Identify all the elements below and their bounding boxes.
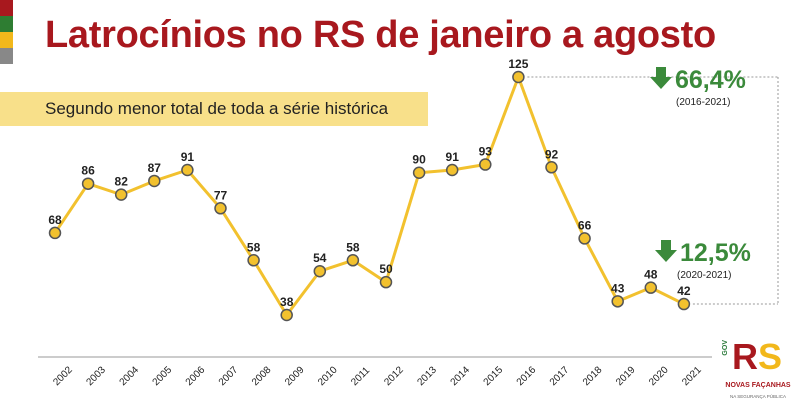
series-line [53,75,685,317]
data-point-2007 [214,202,227,215]
x-tick-label-2012: 2012 [382,364,406,388]
down-arrow-icon [650,67,672,94]
annotation-percent: 66,4% [675,66,746,94]
data-point-2017 [545,161,558,174]
annotation-period: (2016-2021) [676,97,731,108]
data-point-2002 [48,226,62,240]
annotation-2020-2021: 12,5% (2020-2021) [655,239,751,281]
data-label-2016: 125 [508,57,528,71]
logo-s: S [758,336,783,377]
data-label-2003: 86 [81,164,95,178]
data-label-2020: 48 [644,268,658,282]
x-tick-label-2020: 2020 [647,364,671,388]
data-point-2014 [445,163,459,177]
data-label-2008: 58 [247,240,261,254]
data-label-2005: 87 [148,161,162,175]
brand-color-strip [0,0,13,64]
data-point-2009 [280,308,293,322]
data-point-2020 [644,281,658,294]
x-tick-label-2008: 2008 [250,364,274,388]
data-label-2011: 58 [346,240,360,254]
x-tick-label-2010: 2010 [316,364,340,388]
data-point-2005 [148,174,161,188]
x-tick-label-2019: 2019 [614,364,638,388]
page-subtitle: Segundo menor total de toda a série hist… [45,99,389,118]
data-label-2004: 82 [115,175,129,189]
data-label-2009: 38 [280,295,294,309]
strip-green [0,16,13,32]
strip-red [0,0,13,16]
data-point-2008 [247,254,260,267]
data-label-2006: 91 [181,150,195,164]
down-arrow-icon [655,240,677,267]
x-tick-label-2021: 2021 [680,364,704,388]
x-tick-label-2004: 2004 [118,364,142,388]
data-point-2016 [512,70,525,84]
x-tick-label-2009: 2009 [283,364,307,388]
logo-rs-mark: RS [732,338,782,376]
data-label-2010: 54 [313,251,327,265]
x-tick-label-2011: 2011 [349,365,372,388]
subtitle-highlight [0,92,428,126]
x-tick-label-2018: 2018 [581,364,605,388]
data-label-2017: 92 [545,147,559,161]
logo-r: R [732,336,758,377]
page-title: Latrocínios no RS de janeiro a agosto [45,14,716,56]
data-point-2003 [81,177,95,190]
rs-government-logo: GOV RS NOVAS FAÇANHAS NA SEGURANÇA PÚBLI… [722,338,794,404]
data-point-2012 [379,275,393,289]
data-label-2014: 91 [446,150,460,164]
data-point-2006 [181,163,194,177]
x-tick-label-2013: 2013 [415,364,439,388]
annotation-percent: 12,5% [680,239,751,267]
strip-yellow [0,32,13,48]
data-label-2015: 93 [479,145,493,159]
data-label-2012: 50 [379,262,393,276]
data-label-2007: 77 [214,188,228,202]
x-tick-label-2015: 2015 [482,364,506,388]
annotation-2016-2021: 66,4% (2016-2021) [650,66,746,108]
data-label-2019: 43 [611,281,625,295]
strip-gray [0,48,13,64]
data-point-2011 [346,254,360,267]
data-point-2010 [313,264,327,278]
logo-tagline: NOVAS FAÇANHAS [725,382,791,389]
x-tick-label-2006: 2006 [184,364,208,388]
data-point-2013 [412,166,426,179]
logo-subline: NA SEGURANÇA PÚBLICA [729,394,787,399]
data-label-2002: 68 [48,213,62,227]
data-point-2019 [611,295,624,308]
annotation-period: (2020-2021) [677,270,732,281]
logo-gov-text: GOV [722,340,729,356]
x-tick-label-2016: 2016 [515,364,539,388]
data-point-2018 [578,232,591,245]
x-tick-label-2017: 2017 [548,364,572,388]
data-label-2013: 90 [412,153,426,167]
x-tick-label-2002: 2002 [51,364,75,388]
data-point-2015 [479,158,492,171]
data-label-2018: 66 [578,218,592,232]
x-tick-label-2003: 2003 [84,364,108,388]
x-tick-label-2005: 2005 [151,364,175,388]
x-tick-label-2007: 2007 [217,364,241,388]
x-tick-label-2014: 2014 [449,364,473,388]
data-point-2021 [677,297,691,311]
data-point-2004 [114,188,128,201]
data-label-2021: 42 [677,284,691,298]
